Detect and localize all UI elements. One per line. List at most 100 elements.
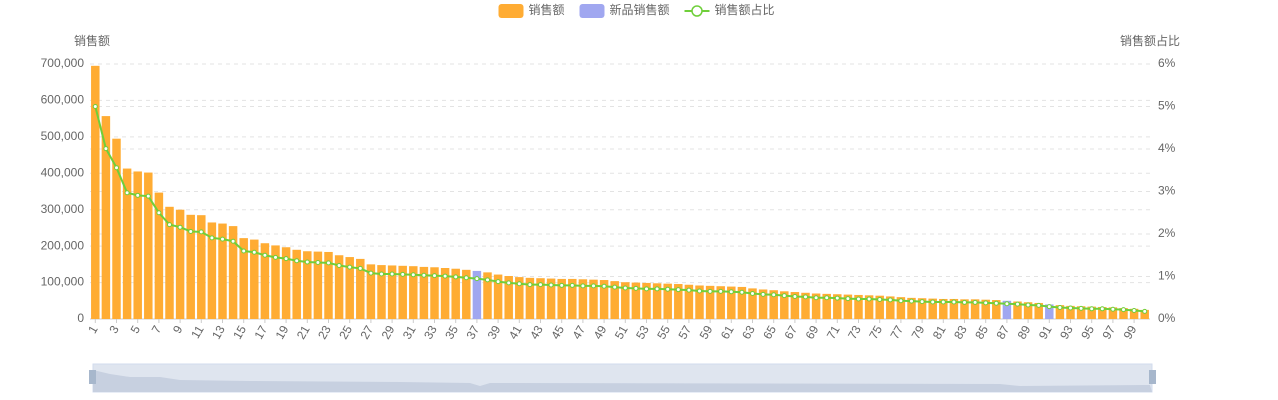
bar — [398, 265, 407, 319]
line-point — [728, 289, 734, 295]
x-tick-label: 5 — [128, 323, 144, 336]
legend-swatch — [579, 4, 605, 18]
data-zoom[interactable] — [89, 363, 1156, 393]
bar — [409, 266, 418, 319]
x-tick-label: 75 — [866, 323, 885, 342]
legend-marker — [691, 5, 703, 17]
line-point — [336, 262, 342, 268]
line-point — [824, 295, 830, 301]
bar — [91, 65, 100, 319]
legend-item[interactable]: 销售额占比 — [684, 2, 775, 17]
line-point — [251, 249, 257, 255]
bar — [525, 277, 535, 319]
line-point — [230, 238, 236, 244]
y-tick-label: 0 — [77, 311, 84, 325]
zoom-handle[interactable] — [89, 370, 96, 384]
line-point — [188, 228, 194, 234]
bar — [843, 294, 853, 319]
y2-tick-label: 4% — [1158, 141, 1176, 155]
line-point — [379, 271, 384, 277]
bar — [462, 269, 471, 319]
bar — [960, 299, 969, 319]
line-point — [1089, 306, 1095, 312]
x-tick-label: 15 — [230, 323, 249, 342]
bar — [1045, 304, 1054, 319]
line-point — [739, 289, 745, 295]
x-tick-label: 39 — [485, 323, 504, 342]
zoom-handle[interactable] — [1149, 370, 1156, 384]
line-point — [326, 260, 331, 266]
line-point — [877, 296, 883, 302]
bar — [822, 293, 831, 319]
bar — [356, 258, 365, 319]
bar — [345, 257, 354, 319]
line-point — [718, 288, 724, 294]
bar — [430, 267, 439, 319]
bar — [546, 278, 556, 319]
x-tick-label: 83 — [951, 323, 970, 342]
bar — [1119, 308, 1128, 319]
bar — [197, 215, 206, 319]
line-point — [1046, 304, 1052, 310]
bar — [1023, 302, 1033, 319]
line-point — [124, 190, 130, 196]
bar — [260, 243, 270, 319]
line-point — [803, 294, 808, 300]
x-tick-label: 47 — [569, 323, 588, 342]
bar — [652, 283, 662, 319]
bar — [642, 282, 651, 319]
line-point — [400, 271, 406, 277]
x-tick-label: 37 — [463, 323, 482, 342]
bar — [451, 268, 460, 319]
line-point — [167, 222, 172, 228]
bar — [1013, 301, 1022, 319]
bar — [239, 238, 248, 319]
line-point — [909, 298, 914, 304]
bar — [1066, 305, 1075, 319]
line-point — [686, 287, 692, 293]
bar — [1108, 307, 1118, 319]
x-tick-label: 41 — [506, 323, 525, 342]
line-point — [241, 248, 247, 254]
bar — [1002, 300, 1012, 319]
legend-item[interactable]: 新品销售额 — [579, 2, 670, 18]
bar — [292, 249, 301, 319]
line-point — [347, 264, 353, 270]
bar — [1140, 309, 1149, 319]
x-tick-label: 49 — [591, 323, 610, 342]
line-point — [675, 287, 681, 293]
bar — [992, 300, 1001, 319]
bar — [684, 284, 694, 319]
zoom-shadow — [93, 370, 1152, 392]
legend-label: 销售额 — [529, 2, 565, 17]
x-tick-label: 89 — [1015, 323, 1034, 342]
line-point — [866, 296, 872, 302]
x-tick-label: 23 — [315, 323, 334, 342]
line-point — [315, 259, 321, 265]
y-tick-label: 400,000 — [41, 165, 85, 179]
bar — [557, 278, 566, 319]
line-point — [442, 273, 448, 279]
bar — [250, 239, 259, 319]
x-tick-label: 53 — [633, 323, 652, 342]
x-tick-label: 55 — [654, 323, 673, 342]
bar — [472, 270, 482, 319]
bar — [568, 278, 577, 319]
line-point — [262, 252, 268, 258]
legend-label: 新品销售额 — [610, 2, 670, 17]
x-tick-label: 35 — [442, 323, 461, 342]
line-point — [569, 282, 575, 288]
x-tick-label: 11 — [188, 323, 207, 341]
line-point — [1025, 302, 1031, 308]
line-point — [294, 258, 300, 264]
y2-tick-label: 0% — [1158, 311, 1176, 325]
line-point — [1099, 306, 1105, 312]
y-tick-label: 700,000 — [41, 56, 85, 70]
line-point — [601, 283, 607, 289]
legend-item[interactable]: 销售额 — [498, 2, 565, 18]
line-point — [813, 295, 819, 301]
bar — [610, 281, 619, 319]
line-point — [983, 300, 989, 306]
bar — [144, 172, 153, 319]
